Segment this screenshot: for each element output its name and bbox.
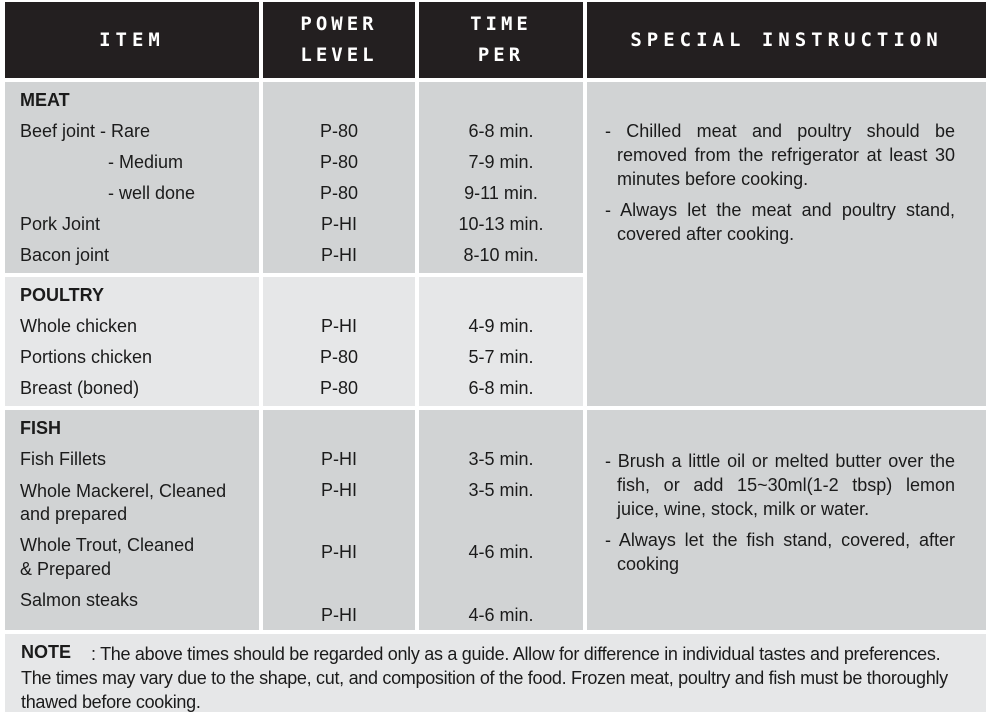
poultry-time: 5-7 min.: [468, 347, 534, 367]
poultry-time: 6-8 min.: [468, 378, 534, 398]
note-box: NOTE : The above times should be regarde…: [5, 634, 986, 712]
fish-item: Whole Mackerel, Cleaned: [20, 481, 227, 501]
poultry-item-cell: POULTRY Whole chicken Portions chicken B…: [5, 277, 259, 406]
meat-time: 9-11 min.: [464, 183, 538, 203]
meat-power: P-80: [319, 183, 359, 203]
fish-time: 3-5 min.: [468, 449, 534, 469]
fish-time-cell: 3-5 min. 3-5 min. 4-6 min. 4-6 min.: [419, 410, 583, 630]
fish-power-cell: P-HI P-HI P-HI P-HI: [263, 410, 415, 630]
fish-item: & Prepared: [20, 559, 112, 579]
header-power-level: POWER LEVEL: [263, 2, 415, 78]
poultry-power: P-HI: [321, 316, 357, 336]
header-cooking-time: COOKING TIME PER LB./450G: [419, 0, 583, 97]
meat-time: 8-10 min.: [463, 245, 539, 265]
section-title-poultry: POULTRY: [20, 285, 104, 305]
fish-power: P-HI: [321, 449, 357, 469]
header-power-level-label: POWER LEVEL: [300, 13, 378, 66]
header-item: ITEM: [5, 2, 259, 78]
instruction-bullet: - Brush a little oil or melted butter ov…: [605, 451, 955, 519]
meat-poultry-instruction-cell: - Chilled meat and poultry should be rem…: [587, 82, 986, 406]
meat-item: Beef joint - Rare: [20, 121, 151, 141]
meat-power: P-80: [319, 152, 359, 172]
meat-power: P-HI: [321, 245, 357, 265]
fish-power: P-HI: [321, 480, 357, 500]
fish-power: P-HI: [321, 542, 357, 562]
fish-time: 4-6 min.: [468, 542, 534, 562]
cooking-guide-table: ITEM POWER LEVEL COOKING TIME PER LB./45…: [5, 0, 986, 712]
fish-instruction-cell: - Brush a little oil or melted butter ov…: [587, 410, 986, 630]
meat-item: - Medium: [108, 152, 184, 172]
fish-time: 3-5 min.: [468, 480, 534, 500]
fish-item: Salmon steaks: [20, 590, 139, 610]
poultry-time: 4-9 min.: [468, 316, 534, 336]
meat-time: 7-9 min.: [468, 152, 534, 172]
meat-time: 6-8 min.: [468, 121, 534, 141]
section-title-meat: MEAT: [20, 90, 70, 110]
header-special-instruction: SPECIAL INSTRUCTION: [587, 2, 986, 78]
meat-time-cell: 6-8 min. 7-9 min. 9-11 min. 10-13 min. 8…: [419, 82, 583, 273]
poultry-item: Whole chicken: [20, 316, 138, 336]
poultry-item: Breast (boned): [20, 378, 140, 398]
instruction-bullet: - Always let the meat and poultry stand,…: [605, 200, 955, 244]
poultry-power: P-80: [319, 347, 359, 367]
poultry-power-cell: P-HI P-80 P-80: [263, 277, 415, 406]
section-title-fish: FISH: [20, 418, 62, 438]
poultry-power: P-80: [319, 378, 359, 398]
meat-item: - well done: [108, 183, 196, 203]
instruction-bullet: - Chilled meat and poultry should be rem…: [605, 121, 955, 189]
fish-power: P-HI: [321, 605, 357, 625]
fish-time: 4-6 min.: [468, 605, 534, 625]
note-label: NOTE: [21, 642, 72, 662]
poultry-time-cell: 4-9 min. 5-7 min. 6-8 min.: [419, 277, 583, 406]
meat-power-cell: P-80 P-80 P-80 P-HI P-HI: [263, 82, 415, 273]
fish-item: Fish Fillets: [20, 449, 107, 469]
poultry-item: Portions chicken: [20, 347, 153, 367]
meat-time: 10-13 min.: [458, 214, 544, 234]
fish-item: Whole Trout, Cleaned: [20, 535, 195, 555]
fish-item-cell: FISH Fish Fillets Whole Mackerel, Cleane…: [5, 410, 259, 630]
meat-item: Pork Joint: [20, 214, 101, 234]
meat-item-cell: MEAT Beef joint - Rare - Medium - well d…: [5, 82, 259, 273]
meat-power: P-HI: [321, 214, 357, 234]
instruction-bullet: - Always let the fish stand, covered, af…: [605, 530, 955, 574]
meat-poultry-instructions: - Chilled meat and poultry should be rem…: [605, 119, 955, 253]
meat-item: Bacon joint: [20, 245, 110, 265]
header-cooking-time-line1: COOKING TIME: [447, 0, 551, 35]
fish-instructions: - Brush a little oil or melted butter ov…: [605, 449, 955, 583]
header-item-label: ITEM: [99, 28, 165, 51]
header-special-instruction-label: SPECIAL INSTRUCTION: [630, 28, 943, 51]
meat-power: P-80: [319, 121, 359, 141]
fish-item: and prepared: [20, 504, 128, 524]
note-text: : The above times should be regarded onl…: [21, 644, 948, 712]
